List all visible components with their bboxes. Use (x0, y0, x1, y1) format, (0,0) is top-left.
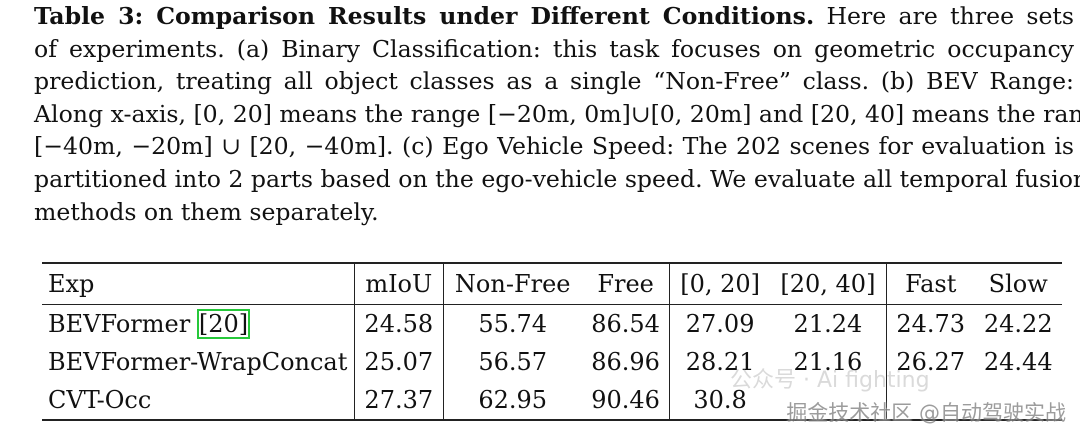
caption-line-1: Table 3: Comparison Results under Differ… (34, 0, 1074, 33)
caption-text: Here are three sets (826, 2, 1074, 30)
cell-free: 90.46 (591, 386, 660, 414)
results-table: Exp mIoU Non-Free Free [0, 20] [20, 40] … (42, 262, 1062, 421)
cell-non-free: 62.95 (442, 381, 582, 420)
cell-range-0-20: 28.21 (669, 343, 770, 381)
caption-line-5: [−40m, −20m] ∪ [20, −40m]. (c) Ego Vehic… (34, 132, 1074, 161)
header-fast: Fast (885, 263, 975, 305)
cell-miou: 24.58 (354, 304, 444, 343)
citation-number: 20 (208, 310, 239, 338)
cell-fast: 26.27 (885, 343, 975, 381)
caption-lead: Table 3: Comparison Results under Differ… (34, 2, 815, 30)
table-caption: Table 3: Comparison Results under Differ… (34, 0, 1080, 228)
caption-line-7: methods on them separately. (34, 197, 379, 226)
cell-free: 86.54 (591, 310, 660, 338)
table-header-row: Exp mIoU Non-Free Free [0, 20] [20, 40] … (42, 263, 1062, 305)
caption-line-6: partitioned into 2 parts based on the eg… (34, 164, 1080, 193)
watermark-wechat: 公众号 · Ai fighting (730, 368, 930, 393)
cell-free: 86.96 (591, 348, 660, 376)
cell-exp: CVT-Occ (48, 386, 152, 414)
header-non-free: Non-Free (442, 263, 582, 305)
cell-slow: 24.44 (983, 348, 1053, 376)
caption-line-4: Along x-axis, [0, 20] means the range [−… (34, 99, 1080, 128)
cell-non-free: 56.57 (442, 343, 582, 381)
cell-miou: 25.07 (354, 343, 444, 381)
cell-non-free: 55.74 (442, 304, 582, 343)
table-row: CVT-Occ 27.37 62.95 90.46 30.8 (42, 381, 1062, 420)
caption-line-2: of experiments. (a) Binary Classificatio… (34, 34, 1074, 63)
table-row: BEVFormer-WrapConcat 25.07 56.57 86.96 2… (42, 343, 1062, 381)
cell-range-20-40: 21.24 (793, 310, 863, 338)
table-row: BEVFormer [20] 24.58 55.74 86.54 27.09 2… (42, 304, 1062, 344)
results-table-wrap: Exp mIoU Non-Free Free [0, 20] [20, 40] … (42, 262, 1062, 421)
citation-link[interactable]: [20] (196, 309, 251, 339)
cell-fast: 24.73 (885, 304, 975, 343)
caption-line-3: prediction, treating all object classes … (34, 67, 1074, 96)
header-free: Free (597, 270, 654, 298)
cell-fast (885, 381, 975, 420)
watermark-juejin: 掘金技术社区 @自动驾驶实战 (786, 401, 1066, 425)
header-slow: Slow (988, 270, 1048, 298)
cell-range-0-20: 30.8 (669, 381, 770, 420)
cell-range-0-20: 27.09 (669, 304, 770, 343)
cell-slow: 24.22 (983, 310, 1053, 338)
header-miou: mIoU (354, 263, 444, 305)
header-range-20-40: [20, 40] (780, 270, 876, 298)
header-exp: Exp (48, 270, 95, 298)
cell-range-20-40: 21.16 (793, 348, 863, 376)
header-range-0-20: [0, 20] (669, 263, 770, 305)
cell-miou: 27.37 (354, 381, 444, 420)
cell-exp: BEVFormer-WrapConcat (48, 348, 348, 376)
cell-exp: BEVFormer [20] (42, 305, 355, 344)
exp-name: BEVFormer (48, 310, 191, 338)
